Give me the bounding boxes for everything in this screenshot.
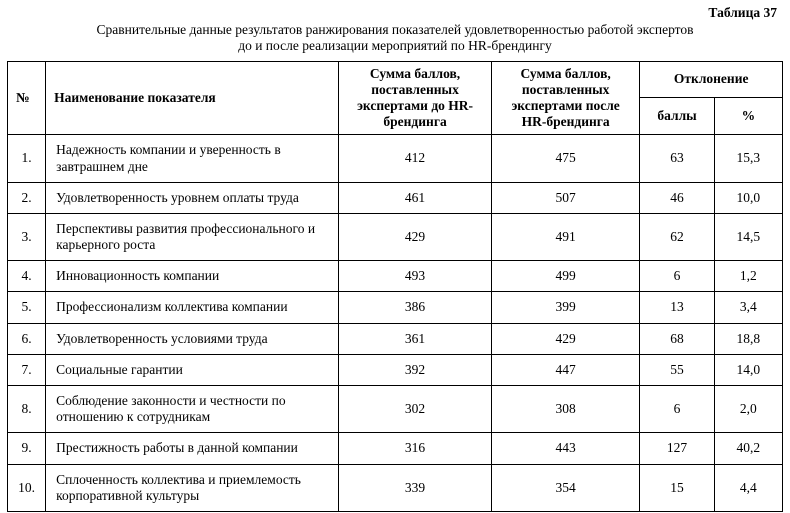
row-number: 4.	[6, 260, 47, 293]
score-before: 493	[338, 260, 492, 293]
table-row: 7. Социальные гарантии 392 447 55 14,0	[6, 353, 784, 387]
indicator-name: Социальные гарантии	[45, 353, 340, 387]
deviation-percent: 3,4	[713, 291, 784, 324]
deviation-percent: 2,0	[713, 384, 784, 434]
score-before: 412	[338, 134, 492, 183]
table-caption-line1: Сравнительные данные результатов ранжиро…	[96, 22, 694, 38]
indicator-name: Престижность работы в данной компании	[45, 432, 340, 465]
header-score-before: Сумма баллов, поставленных экспертами до…	[338, 60, 492, 136]
table-row: 6. Удовлетворенность условиями труда 361…	[6, 322, 784, 355]
table-caption-line2: до и после реализации мероприятий по HR-…	[238, 38, 552, 54]
deviation-points: 46	[639, 181, 715, 214]
table-row: 10. Сплоченность коллектива и приемлемос…	[6, 463, 784, 512]
deviation-percent: 18,8	[713, 322, 784, 355]
score-after: 308	[490, 384, 641, 434]
deviation-points: 68	[639, 322, 715, 355]
table-row: 3. Перспективы развития профессиональног…	[6, 212, 784, 262]
table-row: 1. Надежность компании и уверенность в з…	[6, 134, 784, 183]
indicator-name: Перспективы развития профессионального и…	[45, 212, 340, 262]
score-before: 429	[338, 212, 492, 262]
table-row: 2. Удовлетворенность уровнем оплаты труд…	[6, 181, 784, 214]
score-after: 447	[490, 353, 641, 387]
deviation-points: 15	[639, 463, 715, 512]
deviation-percent: 14,5	[713, 212, 784, 262]
score-before: 392	[338, 353, 492, 387]
deviation-percent: 1,2	[713, 260, 784, 293]
table-row: 4. Инновационность компании 493 499 6 1,…	[6, 260, 784, 293]
header-score-after: Сумма баллов, поставленных экспертами по…	[490, 60, 641, 136]
score-after: 507	[490, 181, 641, 214]
header-name: Наименование показателя	[45, 60, 340, 136]
score-before: 461	[338, 181, 492, 214]
header-deviation-percent: %	[713, 97, 784, 136]
table-body: 1. Надежность компании и уверенность в з…	[6, 134, 784, 512]
row-number: 6.	[6, 322, 47, 355]
deviation-points: 6	[639, 260, 715, 293]
deviation-percent: 10,0	[713, 181, 784, 214]
indicator-name: Удовлетворенность уровнем оплаты труда	[45, 181, 340, 214]
score-before: 361	[338, 322, 492, 355]
row-number: 8.	[6, 384, 47, 434]
header-num: №	[6, 60, 47, 136]
row-number: 2.	[6, 181, 47, 214]
deviation-points: 127	[639, 432, 715, 465]
table-row: 8. Соблюдение законности и честности по …	[6, 384, 784, 434]
indicator-name: Удовлетворенность условиями труда	[45, 322, 340, 355]
table-row: 5. Профессионализм коллектива компании 3…	[6, 291, 784, 324]
deviation-points: 13	[639, 291, 715, 324]
row-number: 3.	[6, 212, 47, 262]
deviation-percent: 40,2	[713, 432, 784, 465]
row-number: 5.	[6, 291, 47, 324]
deviation-points: 63	[639, 134, 715, 183]
score-after: 429	[490, 322, 641, 355]
deviation-percent: 15,3	[713, 134, 784, 183]
score-after: 475	[490, 134, 641, 183]
indicator-name: Сплоченность коллектива и приемлемость к…	[45, 463, 340, 512]
score-before: 316	[338, 432, 492, 465]
indicator-name: Профессионализм коллектива компании	[45, 291, 340, 324]
indicator-name: Инновационность компании	[45, 260, 340, 293]
score-after: 399	[490, 291, 641, 324]
score-after: 354	[490, 463, 641, 512]
header-deviation: Отклонение	[639, 60, 783, 99]
row-number: 1.	[6, 134, 47, 183]
deviation-points: 62	[639, 212, 715, 262]
score-after: 491	[490, 212, 641, 262]
score-before: 302	[338, 384, 492, 434]
score-before: 386	[338, 291, 492, 324]
comparison-table: № Наименование показателя Сумма баллов, …	[6, 60, 784, 512]
row-number: 9.	[6, 432, 47, 465]
row-number: 10.	[6, 463, 47, 512]
table-header: № Наименование показателя Сумма баллов, …	[6, 60, 784, 136]
deviation-percent: 14,0	[713, 353, 784, 387]
score-after: 499	[490, 260, 641, 293]
deviation-points: 6	[639, 384, 715, 434]
score-after: 443	[490, 432, 641, 465]
score-before: 339	[338, 463, 492, 512]
indicator-name: Надежность компании и уверенность в завт…	[45, 134, 340, 183]
indicator-name: Соблюдение законности и честности по отн…	[45, 384, 340, 434]
header-deviation-points: баллы	[639, 97, 715, 136]
table-number-label: Таблица 37	[708, 5, 777, 20]
row-number: 7.	[6, 353, 47, 387]
deviation-points: 55	[639, 353, 715, 387]
table-row: 9. Престижность работы в данной компании…	[6, 432, 784, 465]
deviation-percent: 4,4	[713, 463, 784, 512]
table-caption: Сравнительные данные результатов ранжиро…	[7, 22, 783, 54]
